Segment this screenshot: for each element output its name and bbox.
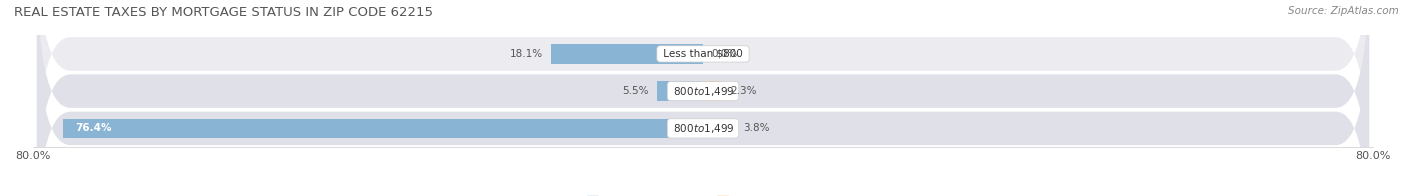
Text: 2.3%: 2.3%	[731, 86, 758, 96]
Text: Source: ZipAtlas.com: Source: ZipAtlas.com	[1288, 6, 1399, 16]
Bar	[551, 44, 703, 64]
Legend: Without Mortgage, With Mortgage: Without Mortgage, With Mortgage	[582, 192, 824, 196]
Text: 0.0%: 0.0%	[711, 49, 738, 59]
Bar	[703, 82, 723, 101]
Bar	[703, 119, 735, 138]
Bar	[657, 82, 703, 101]
Text: $800 to $1,499: $800 to $1,499	[671, 85, 735, 98]
Text: $800 to $1,499: $800 to $1,499	[671, 122, 735, 135]
Text: Less than $800: Less than $800	[659, 49, 747, 59]
Text: 18.1%: 18.1%	[510, 49, 543, 59]
FancyBboxPatch shape	[37, 0, 1369, 196]
Text: REAL ESTATE TAXES BY MORTGAGE STATUS IN ZIP CODE 62215: REAL ESTATE TAXES BY MORTGAGE STATUS IN …	[14, 6, 433, 19]
FancyBboxPatch shape	[37, 0, 1369, 186]
FancyBboxPatch shape	[37, 0, 1369, 196]
Bar	[63, 119, 703, 138]
Text: 3.8%: 3.8%	[744, 123, 769, 133]
Text: 5.5%: 5.5%	[621, 86, 648, 96]
Text: 76.4%: 76.4%	[76, 123, 112, 133]
